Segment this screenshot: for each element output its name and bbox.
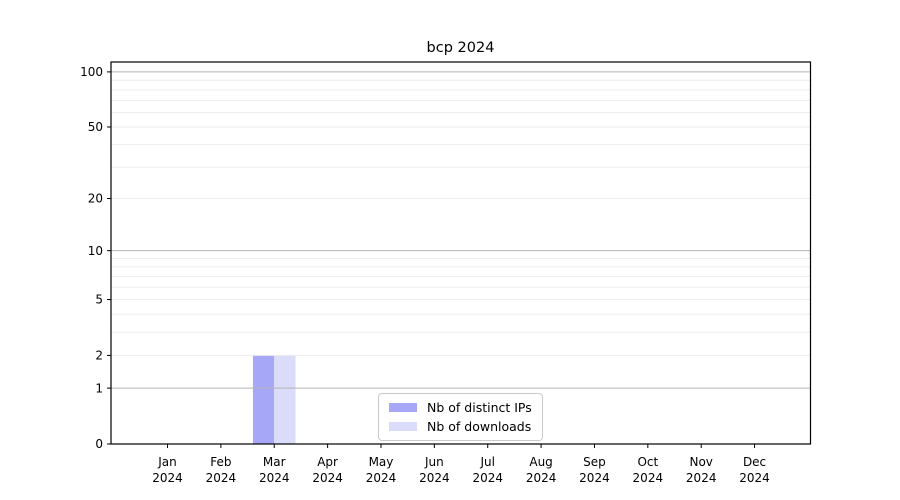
y-tick-label-50: 50 (88, 120, 103, 134)
y-tick-label-10: 10 (88, 244, 103, 258)
gridlines-layer (111, 71, 811, 389)
x-tick-label-jun-2024: Jun (424, 455, 444, 469)
tick-labels-layer: 0 1 2 5 10 20 50 100 Jan 2024 Feb 2024 Mar 2024 Apr 202… (80, 65, 770, 485)
y-tick-label-2: 2 (95, 349, 103, 363)
chart-title: bcp 2024 (427, 40, 495, 56)
x-tick-label-year-mar-2024: 2024 (259, 471, 290, 485)
legend: Nb of distinct IPs Nb of downloads (378, 393, 543, 441)
x-tick-label-jan-2024: Jan (157, 455, 177, 469)
x-tick-label-year-aug-2024: 2024 (526, 471, 557, 485)
x-tick-label-year-jun-2024: 2024 (419, 471, 450, 485)
x-tick-label-sep-2024: Sep (583, 455, 606, 469)
legend-label-downloads: Nb of downloads (427, 419, 532, 434)
y-tick-label-0: 0 (95, 437, 103, 451)
x-tick-label-year-dec-2024: 2024 (739, 471, 770, 485)
x-tick-label-oct-2024: Oct (637, 455, 658, 469)
y-tick-label-20: 20 (88, 192, 103, 206)
y-tick-label-5: 5 (95, 293, 103, 307)
x-tick-label-nov-2024: Nov (689, 455, 712, 469)
x-tick-label-year-may-2024: 2024 (366, 471, 397, 485)
legend-swatch-distinct-ips (389, 403, 417, 412)
bars-layer (252, 355, 296, 444)
x-tick-label-year-apr-2024: 2024 (312, 471, 343, 485)
x-tick-label-year-oct-2024: 2024 (633, 471, 664, 485)
x-tick-label-year-sep-2024: 2024 (579, 471, 610, 485)
y-tick-label-1: 1 (95, 381, 103, 395)
plot-border (110, 61, 812, 445)
legend-item-distinct-ips: Nb of distinct IPs (389, 401, 532, 414)
legend-label-distinct-ips: Nb of distinct IPs (427, 400, 532, 415)
legend-swatch-downloads (389, 422, 417, 431)
x-tick-label-mar-2024: Mar (263, 455, 286, 469)
x-tick-label-jul-2024: Jul (479, 455, 494, 469)
x-tick-label-year-feb-2024: 2024 (206, 471, 237, 485)
x-tick-label-aug-2024: Aug (529, 455, 552, 469)
x-tick-label-dec-2024: Dec (743, 455, 766, 469)
y-tick-label-100: 100 (80, 65, 103, 79)
x-tick-label-apr-2024: Apr (317, 455, 338, 469)
x-tick-label-year-nov-2024: 2024 (686, 471, 717, 485)
x-tick-label-may-2024: May (369, 455, 394, 469)
x-tick-label-year-jul-2024: 2024 (472, 471, 503, 485)
bar-mar-2024-nb-of-distinct-ips (252, 355, 275, 444)
bar-mar-2024-nb-of-downloads (274, 355, 296, 444)
axes-layer (107, 61, 812, 448)
x-tick-label-year-jan-2024: 2024 (152, 471, 183, 485)
x-tick-label-feb-2024: Feb (210, 455, 231, 469)
legend-item-downloads: Nb of downloads (389, 420, 532, 433)
